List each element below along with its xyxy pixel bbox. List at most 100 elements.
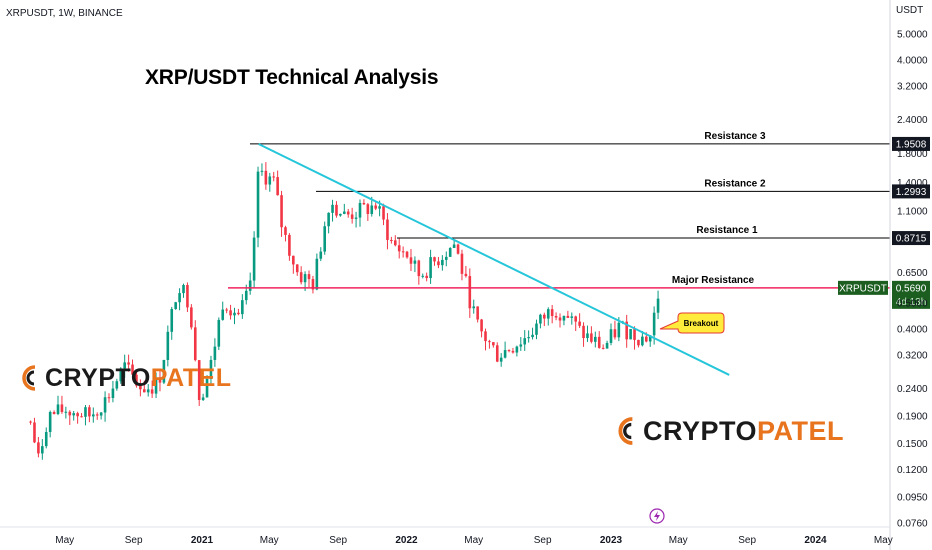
breakout-label: Breakout [684,319,719,328]
candle-body [68,411,72,416]
candle-body [350,214,354,219]
chart-title: XRP/USDT Technical Analysis [145,66,439,89]
candle-body [543,314,546,319]
candle-body [276,177,279,196]
candle-body [307,274,311,280]
candle-body [217,319,221,347]
price-tick-label: 0.1500 [897,439,928,450]
watermark-logo-right: CRYPTO PATEL [616,413,844,449]
candle-body [343,211,346,214]
candle-body [260,170,264,172]
candle-body [472,306,476,309]
level-price-tag [892,231,930,246]
candle-body [135,374,138,386]
candle-body [252,237,256,281]
candle-body [327,212,330,227]
candle-body [292,255,295,265]
candle-body [41,446,44,454]
candle-body [248,280,252,291]
price-tick-label: 4.0000 [897,56,928,67]
candle-body [499,357,503,362]
watermark-logo-left: CRYPTO PATEL [20,363,232,393]
candle-body [284,227,287,235]
candle-body [221,309,225,320]
candle-body [225,309,228,311]
candle-body [452,244,456,249]
candle-body [241,300,244,315]
candle-body [495,345,499,362]
candle-body [115,381,119,389]
candle-body [468,276,472,309]
candle-body [139,385,142,390]
candle-body [119,368,123,382]
candle-body [370,205,374,214]
price-tick-label: 2.4000 [897,115,928,126]
candle-body [154,377,158,394]
candle-body [272,176,276,178]
candle-body [437,261,440,266]
time-tick-label: May [260,535,279,546]
price-tick-label: 0.1900 [897,411,928,422]
candle-body [550,309,554,317]
candle-body [546,309,550,319]
candle-body [448,248,452,257]
time-tick-label: 2023 [600,535,623,546]
tradingview-lightning-icon[interactable] [649,508,665,524]
candle-body [354,217,358,219]
candle-body [52,412,56,415]
candle-body [174,302,177,310]
candle-body [131,364,134,375]
candle-body [358,202,362,218]
candle-body [393,240,397,246]
price-tick-label: 0.4000 [897,325,928,336]
candle-body [123,362,126,369]
candle-body [652,312,656,336]
candle-body [605,342,609,349]
candle-body [76,413,79,417]
candle-body [229,310,232,316]
candle-body [464,273,468,277]
candle-body [648,335,652,342]
symbol-tag [838,280,888,295]
symbol-tag-label: XRPUSDT [839,283,887,294]
level-label: Resistance 1 [696,225,758,236]
candle-body [535,323,538,335]
candle-body [601,347,605,349]
candle-body [574,316,578,322]
candle-body [484,331,487,342]
candle-body [503,350,507,358]
candle-body [315,258,319,290]
candle-body [95,414,99,416]
candle-body [378,206,381,209]
candle-body [511,350,515,353]
candle-body [456,244,460,254]
candle-body [92,414,95,417]
candle-body [170,309,174,332]
candle-body [264,170,268,185]
level-price-value: 0.8715 [896,234,927,245]
candle-body [582,325,585,339]
candle-body [625,321,628,340]
candle-body [103,397,107,413]
candle-body [515,346,519,353]
candle-body [111,388,115,399]
candle-body [409,257,413,264]
currency-label: USDT [896,5,924,16]
candle-body [382,206,385,220]
last-price-value: 0.5690 [896,283,927,294]
candle-body [413,260,417,264]
candle-body [523,338,527,345]
candle-body [56,404,60,415]
candle-body [72,413,75,416]
level-label: Resistance 2 [704,178,766,189]
breakout-callout [659,312,725,334]
candle-body [237,312,240,315]
time-tick-label: Sep [125,535,143,546]
crypto-patel-logo-icon [22,365,36,391]
candle-body [213,346,217,360]
candle-body [578,321,581,326]
candle-body [303,274,307,283]
candles [29,162,660,460]
candle-body [37,442,40,454]
